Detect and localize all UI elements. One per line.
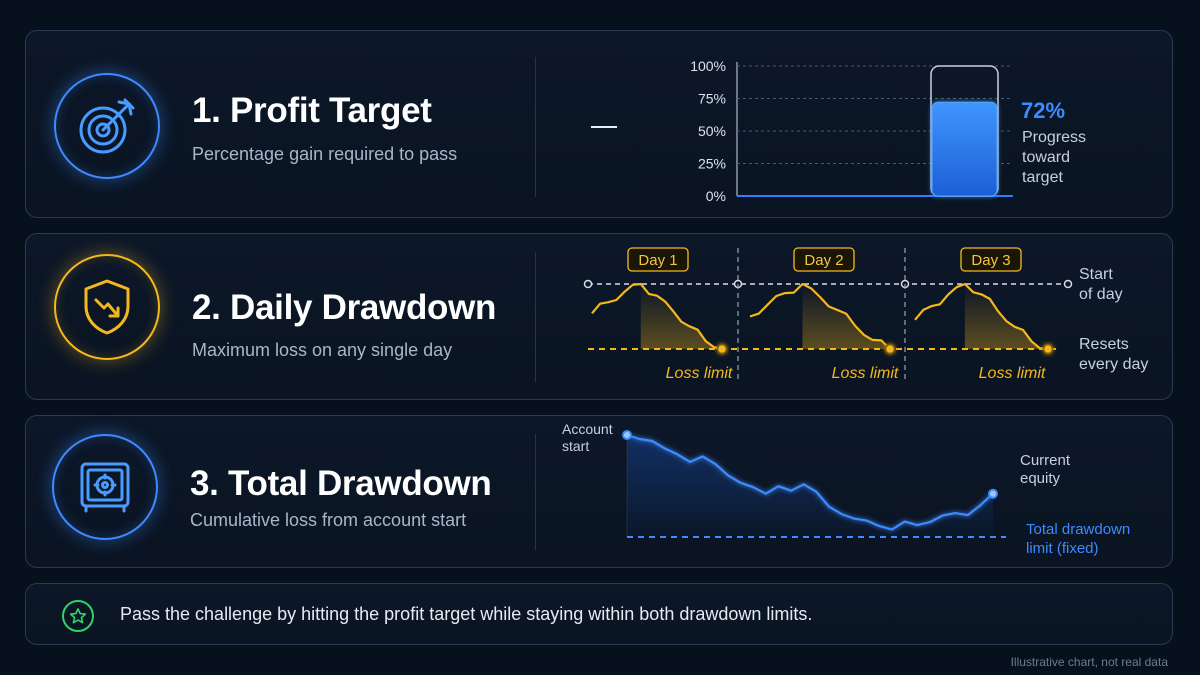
pass-challenge-text: Pass the challenge by hitting the profit… xyxy=(120,604,813,624)
safe-vault-icon xyxy=(80,462,130,513)
panel-divider xyxy=(535,57,536,197)
target-arrow-icon xyxy=(79,98,135,154)
profit-target-subtitle: Percentage gain required to pass xyxy=(192,144,458,164)
profit-target-dash xyxy=(591,126,617,128)
total-drawdown-subtitle: Cumulative loss from account start xyxy=(190,510,467,530)
star-icon-circle xyxy=(62,600,94,632)
shield-down-arrow-icon xyxy=(84,279,130,335)
daily-drawdown-title: 2. Daily Drawdown xyxy=(192,288,497,327)
pass-banner: Pass the challenge by hitting the profit… xyxy=(25,583,1173,645)
total-drawdown-icon-circle xyxy=(52,434,158,540)
star-icon xyxy=(69,608,87,624)
daily-drawdown-subtitle: Maximum loss on any single day xyxy=(192,340,453,360)
panel-divider xyxy=(535,434,536,550)
total-drawdown-title: 3. Total Drawdown xyxy=(190,464,492,503)
illustrative-note: Illustrative chart, not real data xyxy=(1010,655,1168,669)
panel-divider xyxy=(535,252,536,382)
profit-target-icon-circle xyxy=(54,73,160,179)
daily-drawdown-icon-circle xyxy=(54,254,160,360)
daily-drawdown-panel: 2. Daily Drawdown Maximum loss on any si… xyxy=(25,233,1173,400)
total-drawdown-panel: 3. Total Drawdown Cumulative loss from a… xyxy=(25,415,1173,568)
profit-target-title: 1. Profit Target xyxy=(192,91,432,130)
profit-target-panel: 1. Profit Target Percentage gain require… xyxy=(25,30,1173,218)
